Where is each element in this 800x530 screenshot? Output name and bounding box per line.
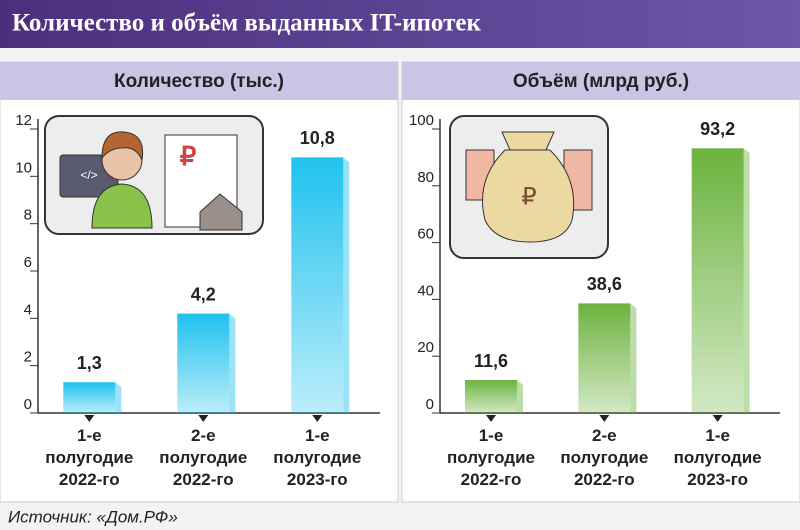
source: Источник: «Дом.РФ» xyxy=(8,507,178,526)
category-marker xyxy=(599,415,610,422)
category-marker xyxy=(198,415,209,422)
y-tick-label: 20 xyxy=(417,339,434,356)
bar xyxy=(465,380,517,413)
y-tick-label: 40 xyxy=(417,282,434,299)
x-tick-label: 1-е полугодие 2023-го xyxy=(673,426,762,489)
illustration: </> ₽ xyxy=(44,115,264,235)
y-tick-label: 8 xyxy=(24,207,32,224)
bar xyxy=(291,157,344,413)
value-label: 93,2 xyxy=(700,119,735,139)
category-marker xyxy=(486,415,496,422)
page-title: Количество и объём выданных IT-ипотек xyxy=(12,10,481,37)
illustration: ₽ xyxy=(449,115,609,259)
panel-header xyxy=(402,62,800,100)
x-tick-label: 2-е полугодие 2022-го xyxy=(560,426,649,489)
y-tick-label: 0 xyxy=(24,396,32,413)
value-label: 38,6 xyxy=(587,274,622,294)
y-tick-label: 100 xyxy=(409,112,434,129)
bar xyxy=(177,313,230,413)
y-tick-label: 80 xyxy=(417,169,434,186)
x-tick-label: 1-е полугодие 2023-го xyxy=(273,426,362,489)
x-tick-label: 2-е полугодие 2022-го xyxy=(159,426,248,489)
bar-side xyxy=(115,382,122,413)
svg-text:₽: ₽ xyxy=(521,183,536,210)
bar-side xyxy=(229,313,236,413)
category-marker xyxy=(712,415,723,422)
title-bar xyxy=(0,0,800,48)
bar-side xyxy=(343,157,350,413)
category-marker xyxy=(84,415,95,422)
svg-text:₽: ₽ xyxy=(180,141,197,171)
value-label: 4,2 xyxy=(191,284,216,304)
category-marker xyxy=(312,415,323,422)
y-tick-label: 12 xyxy=(15,112,32,129)
x-tick-label: 1-е полугодие 2022-го xyxy=(447,426,535,489)
y-tick-label: 4 xyxy=(24,301,32,318)
bar xyxy=(691,148,744,413)
y-tick-label: 10 xyxy=(15,159,32,176)
y-tick-label: 2 xyxy=(24,349,32,366)
value-label: 1,3 xyxy=(77,353,102,373)
value-label: 11,6 xyxy=(474,351,508,371)
y-tick-label: 60 xyxy=(417,226,434,243)
bar-side xyxy=(630,303,637,413)
bar-side xyxy=(517,380,523,413)
bar xyxy=(63,382,116,413)
x-tick-label: 1-е полугодие 2022-го xyxy=(45,426,134,489)
bar xyxy=(578,303,631,413)
y-tick-label: 6 xyxy=(24,254,32,271)
svg-text:</>: </> xyxy=(80,168,97,182)
panel-title: Количество (тыс.) xyxy=(114,71,284,92)
panel-title: Объём (млрд руб.) xyxy=(513,71,689,92)
y-tick-label: 0 xyxy=(426,396,434,413)
panel-header xyxy=(0,62,398,100)
value-label: 10,8 xyxy=(300,128,335,148)
bar-side xyxy=(743,148,750,413)
